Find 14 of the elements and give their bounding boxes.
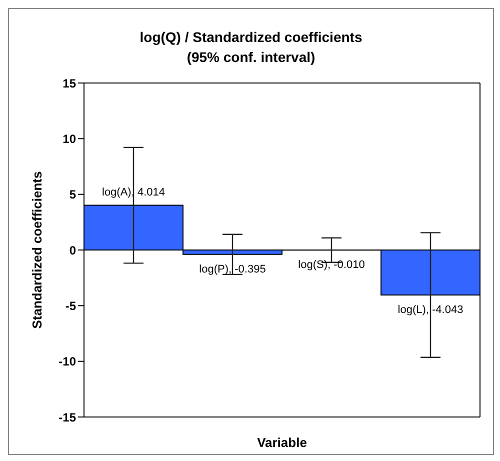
y-tick-label: 5 <box>69 188 76 202</box>
y-tick-label: 0 <box>69 243 76 258</box>
chart-subtitle: (95% conf. interval) <box>186 48 316 67</box>
y-tick-label: -5 <box>65 298 76 313</box>
y-tick-label: 10 <box>62 132 76 146</box>
data-label: log(S), -0.010 <box>298 259 365 272</box>
y-tick-label: -15 <box>58 410 76 424</box>
x-axis-title: Variable <box>257 435 307 450</box>
y-tick-label: 15 <box>62 76 76 90</box>
data-label: log(P), -0.395 <box>199 263 266 276</box>
chart-title: log(Q) / Standardized coefficients <box>138 28 364 47</box>
y-axis-title: Standardized coefficients <box>30 171 45 329</box>
y-tick-label: -10 <box>58 354 76 369</box>
data-label: log(L), -4.043 <box>398 304 464 316</box>
